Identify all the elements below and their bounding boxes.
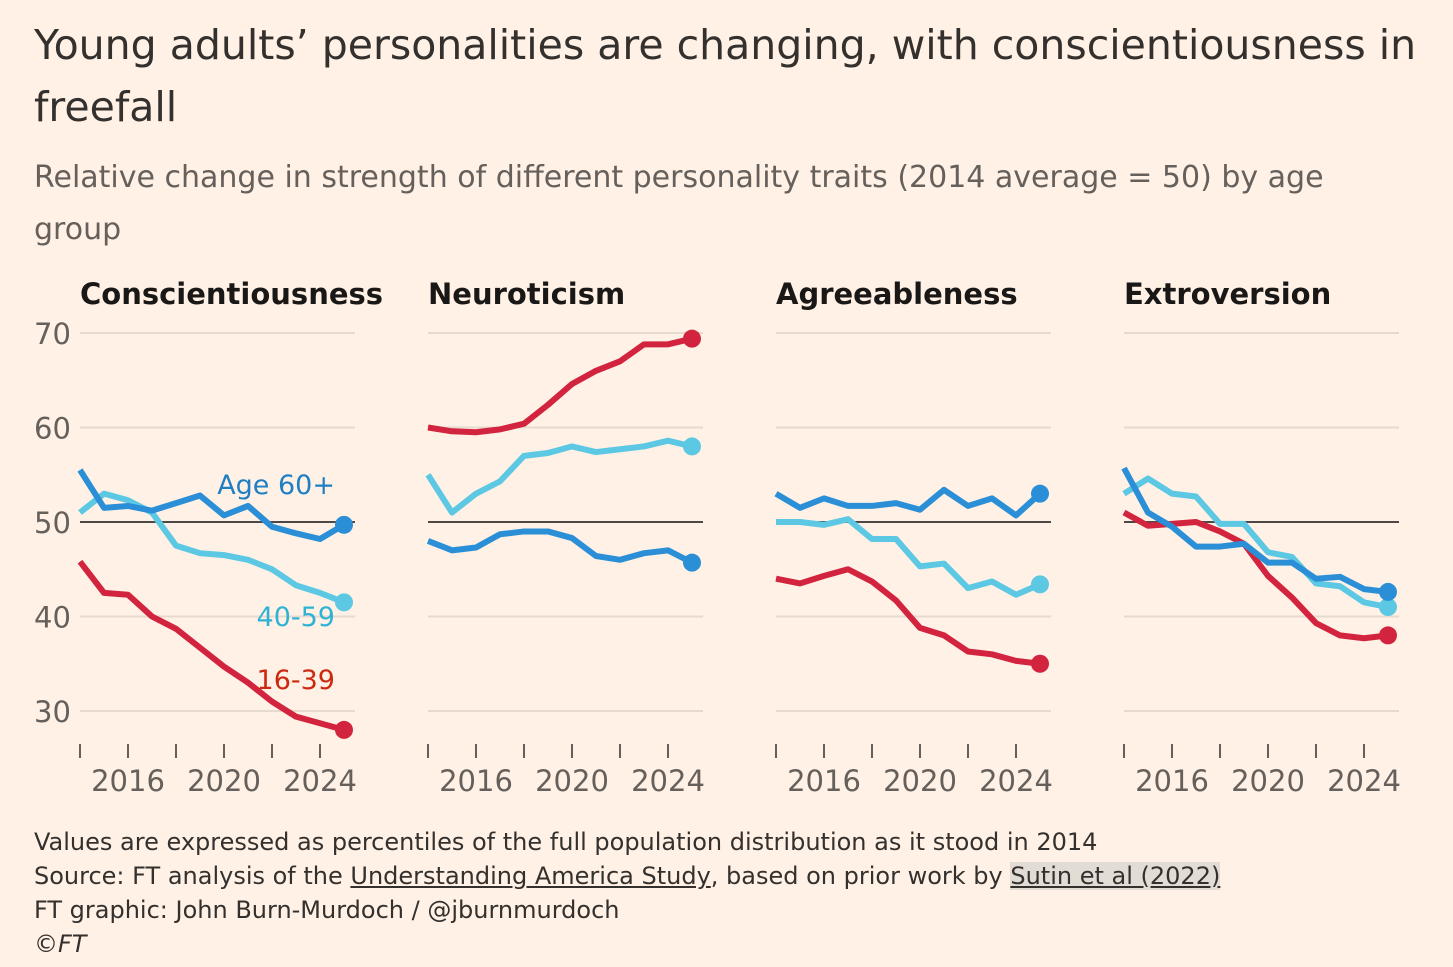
source-prefix: Source: FT analysis of the (34, 862, 351, 890)
series-end-dot (683, 329, 701, 348)
series-line-16-39 (77, 559, 345, 733)
y-tick-label: 60 (34, 412, 71, 446)
panel-title: Neuroticism (428, 277, 625, 311)
series-line-40-59 (776, 516, 1042, 598)
y-tick-label: 40 (34, 601, 71, 635)
series-line-40-59 (78, 490, 346, 606)
series-end-dot (1379, 626, 1397, 645)
series-label-40-59: 40-59 (257, 602, 335, 633)
y-tick-label: 50 (34, 506, 71, 540)
series-line-16-39 (775, 566, 1041, 667)
series-line-age-60- (77, 468, 346, 543)
panel-title: Agreeableness (776, 277, 1018, 311)
x-tick-label: 2024 (1327, 764, 1401, 798)
credit: FT graphic: John Burn-Murdoch / @jburnmu… (34, 896, 620, 924)
footnote: Values are expressed as percentiles of t… (34, 828, 1098, 856)
x-tick-label: 2024 (631, 764, 705, 798)
series-end-dot (1379, 582, 1397, 601)
source-link-sutin[interactable]: Sutin et al (2022) (1010, 862, 1221, 890)
series-end-dot (683, 437, 701, 456)
series-end-dot (1379, 598, 1397, 617)
source-line: Source: FT analysis of the Understanding… (34, 862, 1221, 890)
x-tick-label: 2016 (439, 764, 513, 798)
series-end-dot (1031, 575, 1049, 594)
series-line-age-60- (426, 528, 694, 566)
series-end-dot (335, 720, 353, 739)
series-label-16-39: 16-39 (257, 665, 335, 696)
x-tick-label: 2024 (283, 764, 357, 798)
series-line-age-60- (1121, 466, 1389, 595)
series-label-60plus: Age 60+ (217, 470, 335, 501)
x-tick-label: 2024 (979, 764, 1053, 798)
y-tick-label: 70 (34, 317, 71, 351)
series-end-dot (1031, 654, 1049, 673)
x-tick-label: 2020 (187, 764, 261, 798)
x-tick-label: 2020 (535, 764, 609, 798)
panel-title: Extroversion (1124, 277, 1331, 311)
x-tick-label: 2020 (1231, 764, 1305, 798)
x-tick-label: 2020 (883, 764, 957, 798)
series-line-40-59 (1122, 475, 1389, 610)
chart-title: Young adults’ personalities are changing… (34, 21, 1417, 131)
series-end-dot (1031, 484, 1049, 503)
series-line-16-39 (427, 335, 693, 436)
chart-area: Conscientiousness 30 40 50 60 70 2016 2020 2024 N… (34, 277, 1401, 798)
series-end-dot (335, 515, 353, 534)
x-tick-label: 2016 (1135, 764, 1209, 798)
x-tick-label: 2016 (787, 764, 861, 798)
series-end-dot (683, 553, 701, 572)
source-link-uas[interactable]: Understanding America Study (350, 862, 711, 890)
series-end-dot (335, 593, 353, 612)
series-line-age-60- (774, 486, 1043, 519)
series-line-16-39 (1122, 509, 1389, 642)
y-tick-label: 30 (34, 695, 71, 729)
copyright: ©FT (34, 930, 87, 958)
source-mid: , based on prior work by (710, 862, 1011, 890)
chart-subtitle: Relative change in strength of different… (34, 160, 1324, 247)
x-tick-label: 2016 (91, 764, 165, 798)
panel-title: Conscientiousness (80, 277, 383, 311)
series-line-40-59 (425, 437, 693, 516)
